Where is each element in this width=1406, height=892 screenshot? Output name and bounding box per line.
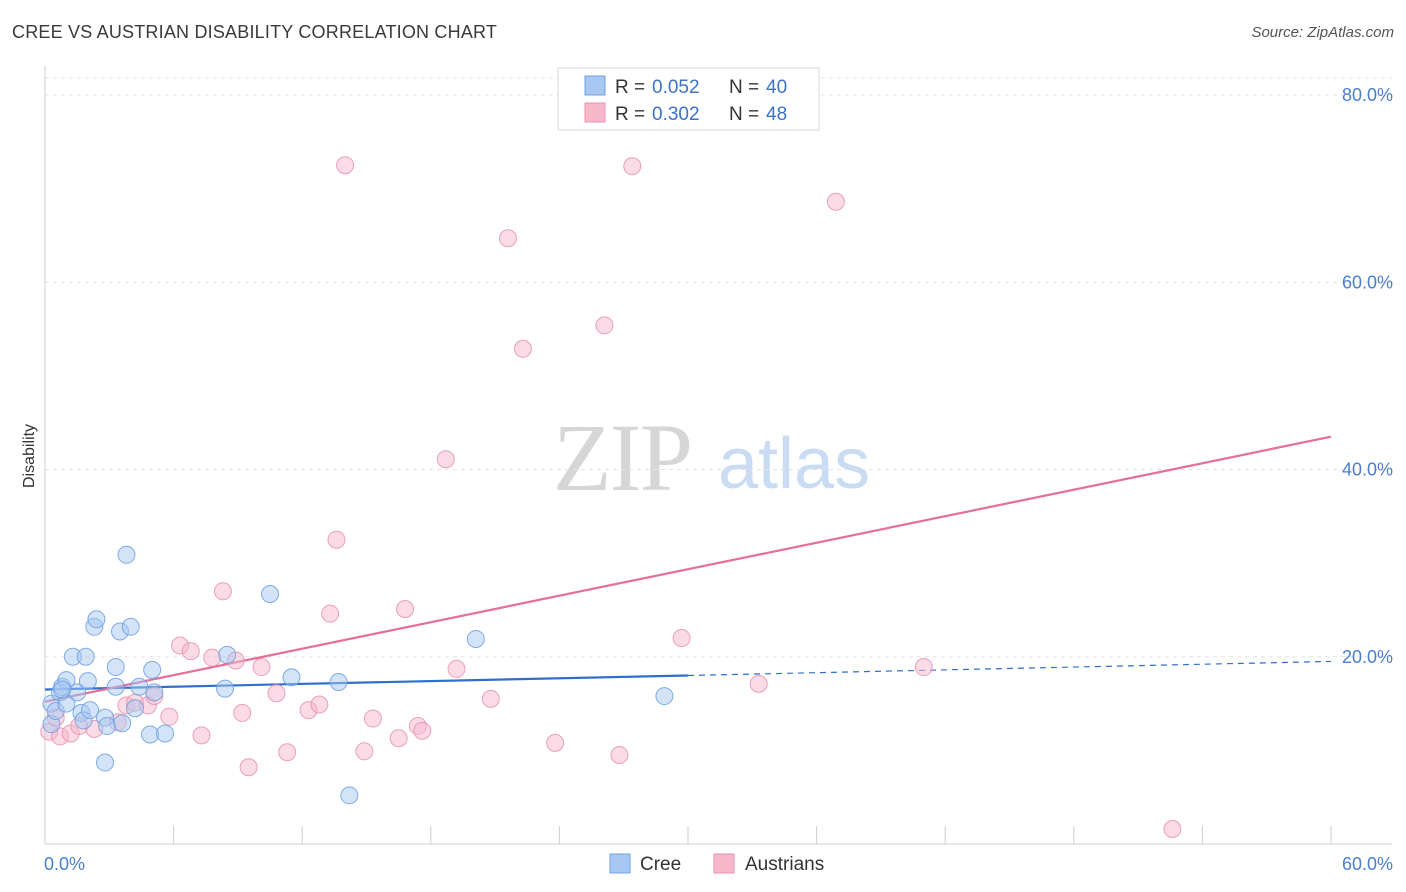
point-austrians — [498, 229, 517, 248]
point-austrians — [623, 157, 642, 176]
y-tick-label: 20.0% — [1342, 647, 1393, 667]
point-cree — [130, 677, 149, 696]
point-austrians — [310, 695, 329, 714]
axes — [44, 66, 1392, 845]
point-austrians — [672, 629, 691, 648]
watermark-atlas: atlas — [718, 424, 870, 504]
point-cree — [340, 786, 359, 805]
point-austrians — [1163, 820, 1182, 839]
trend-line-extension-cree — [687, 660, 1332, 677]
point-austrians — [327, 530, 346, 549]
legend-row-austrians: R = 0.302 N = 48 — [584, 102, 787, 125]
point-austrians — [278, 743, 297, 762]
point-austrians — [336, 156, 355, 175]
point-austrians — [252, 658, 271, 677]
legend-swatch-austrians — [584, 102, 606, 123]
point-cree — [117, 545, 136, 564]
point-cree — [76, 647, 95, 666]
legend-row-cree: R = 0.052 N = 40 — [584, 75, 787, 98]
watermark-zip: ZIP — [553, 404, 691, 511]
point-austrians — [181, 642, 200, 661]
legend-n-value: 40 — [766, 77, 787, 98]
y-tick-label: 60.0% — [1342, 272, 1393, 292]
y-axis-label: Disability — [21, 424, 38, 488]
point-austrians — [239, 758, 258, 777]
point-cree — [87, 610, 106, 629]
point-austrians — [389, 729, 408, 748]
point-austrians — [321, 604, 340, 623]
point-cree — [98, 717, 117, 736]
legend-bottom-label-austrians: Austrians — [745, 854, 824, 875]
point-cree — [145, 683, 164, 702]
legend-bottom-label-cree: Cree — [640, 854, 681, 875]
point-cree — [53, 680, 72, 699]
y-tick-label: 80.0% — [1342, 85, 1393, 105]
legend-n-label: N = — [729, 104, 759, 125]
y-tick-labels: 20.0% 40.0% 60.0% 80.0% — [1342, 85, 1393, 667]
point-austrians — [595, 316, 614, 335]
x-tick-label-min: 0.0% — [44, 854, 85, 874]
point-cree — [81, 701, 100, 720]
y-tick-label: 40.0% — [1342, 460, 1393, 480]
point-austrians — [355, 742, 374, 761]
legend-n-value: 48 — [766, 104, 787, 125]
point-austrians — [914, 658, 933, 677]
legend-r-value: 0.052 — [652, 77, 700, 98]
point-cree — [655, 687, 674, 706]
point-austrians — [436, 450, 455, 469]
point-austrians — [233, 703, 252, 722]
point-cree — [141, 725, 160, 744]
point-cree — [126, 699, 145, 718]
legend-swatch-cree — [584, 75, 606, 96]
point-austrians — [396, 600, 415, 619]
x-tick-labels: 0.0% 60.0% — [44, 854, 1393, 874]
point-cree — [143, 660, 162, 679]
point-austrians — [192, 726, 211, 745]
legend-bottom-swatch-cree — [609, 853, 631, 874]
point-austrians — [413, 721, 432, 740]
watermark: ZIP atlas — [553, 404, 870, 511]
point-cree — [216, 679, 235, 698]
point-austrians — [447, 659, 466, 678]
chart-title: CREE VS AUSTRIAN DISABILITY CORRELATION … — [12, 22, 498, 42]
point-cree — [106, 658, 125, 677]
data-points — [40, 156, 1182, 839]
point-cree — [261, 585, 280, 604]
source-label: Source: ZipAtlas.com — [1251, 24, 1394, 41]
point-cree — [113, 714, 132, 733]
point-cree — [106, 677, 125, 696]
legend-r-label: R = — [615, 104, 645, 125]
point-austrians — [213, 582, 232, 601]
point-austrians — [203, 648, 222, 667]
legend-n-label: N = — [729, 77, 759, 98]
point-cree — [466, 629, 485, 648]
point-austrians — [610, 746, 629, 765]
legend-bottom-swatch-austrians — [713, 853, 735, 874]
point-cree — [218, 645, 237, 664]
x-tick-label-max: 60.0% — [1342, 854, 1393, 874]
point-austrians — [267, 684, 286, 703]
point-cree — [121, 617, 140, 636]
legend-r-label: R = — [615, 77, 645, 98]
legend-r-value: 0.302 — [652, 104, 700, 125]
point-austrians — [513, 339, 532, 358]
point-austrians — [546, 733, 565, 752]
point-austrians — [160, 707, 179, 726]
legend-bottom: Cree Austrians — [609, 853, 824, 875]
trend-line-austrians — [44, 435, 1332, 703]
point-austrians — [363, 709, 382, 728]
grid-lines — [45, 77, 1392, 658]
point-cree — [96, 753, 115, 772]
point-austrians — [749, 674, 768, 693]
point-cree — [282, 668, 301, 687]
point-austrians — [826, 192, 845, 211]
legend-top: R = 0.052 N = 40 R = 0.302 N = 48 — [557, 67, 820, 131]
point-cree — [156, 724, 175, 743]
point-austrians — [481, 689, 500, 708]
point-cree — [329, 673, 348, 692]
point-cree — [78, 672, 97, 691]
